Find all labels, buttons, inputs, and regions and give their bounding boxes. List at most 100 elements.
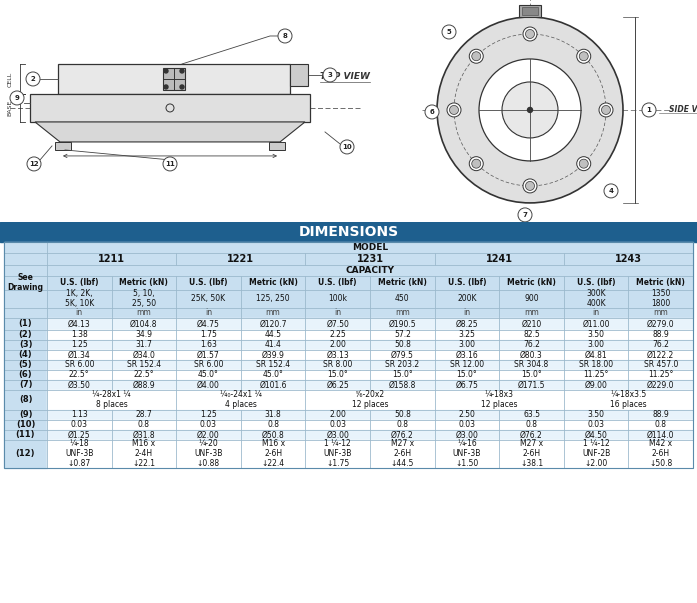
Bar (240, 430, 305, 440)
Bar (47, 360, 112, 370)
Bar (176, 290, 240, 308)
Bar (305, 420, 370, 430)
Circle shape (163, 157, 177, 171)
Circle shape (164, 85, 168, 89)
Bar (4, 350, 47, 360)
Bar (305, 430, 370, 440)
Bar (176, 318, 240, 330)
Bar (176, 276, 240, 290)
Text: U.S. (lbf): U.S. (lbf) (60, 279, 98, 288)
Bar (176, 350, 240, 360)
Bar (435, 276, 499, 290)
Text: Ø4.75: Ø4.75 (197, 320, 220, 329)
Bar (176, 340, 240, 350)
Bar (47, 430, 112, 440)
Text: 1.63: 1.63 (200, 341, 217, 349)
Circle shape (340, 140, 354, 154)
Bar (435, 390, 564, 410)
Text: 1.25: 1.25 (200, 411, 217, 420)
Bar (435, 420, 499, 430)
Text: TOP VIEW: TOP VIEW (320, 72, 370, 81)
Bar (4, 330, 47, 340)
Bar (4, 308, 47, 318)
Bar (370, 330, 435, 340)
Text: (8): (8) (19, 396, 32, 405)
Bar (240, 340, 305, 350)
Text: 1221: 1221 (227, 254, 254, 264)
Text: M16 x
2-6H
↓22.4: M16 x 2-6H ↓22.4 (261, 440, 284, 469)
Text: (9): (9) (19, 411, 32, 420)
Text: 15.0°: 15.0° (457, 370, 477, 379)
Text: Ø1.57: Ø1.57 (197, 350, 220, 359)
Bar (564, 440, 629, 468)
Text: Ø39.9: Ø39.9 (261, 350, 284, 359)
Bar (112, 276, 176, 290)
Text: 28.7: 28.7 (135, 411, 152, 420)
Bar (499, 410, 564, 420)
Bar (499, 276, 564, 290)
Bar (240, 440, 305, 468)
Bar (4, 290, 47, 308)
Circle shape (437, 17, 623, 203)
Bar (370, 308, 435, 318)
Bar (435, 308, 499, 318)
Bar (112, 330, 176, 340)
Bar (305, 360, 370, 370)
Bar (290, 64, 308, 86)
Bar (305, 440, 370, 468)
Bar (47, 440, 112, 468)
Bar (564, 308, 629, 318)
Text: 63.5: 63.5 (523, 411, 540, 420)
Bar (47, 330, 112, 340)
Bar (4, 350, 47, 360)
Bar (370, 430, 435, 440)
Bar (370, 318, 435, 330)
Bar (629, 340, 693, 350)
Bar (47, 380, 112, 390)
Text: See
Drawing: See Drawing (8, 273, 43, 292)
Bar (629, 330, 693, 340)
Bar (305, 253, 435, 265)
Circle shape (579, 52, 588, 61)
Bar (176, 380, 240, 390)
Bar (370, 380, 435, 390)
Bar (47, 290, 112, 308)
Text: M27 x
2-6H
↓38.1: M27 x 2-6H ↓38.1 (520, 440, 543, 469)
Bar (4, 430, 47, 440)
Bar (305, 276, 370, 290)
Text: 76.2: 76.2 (652, 341, 669, 349)
Bar (47, 390, 176, 410)
Bar (305, 308, 370, 318)
Bar (305, 420, 370, 430)
Text: 31.8: 31.8 (265, 411, 282, 420)
Text: (6): (6) (19, 370, 32, 379)
Bar (370, 290, 435, 308)
Text: Ø122.2: Ø122.2 (647, 350, 674, 359)
Bar (499, 350, 564, 360)
Bar (435, 350, 499, 360)
Bar (47, 318, 112, 330)
Bar (112, 410, 176, 420)
Circle shape (180, 85, 184, 89)
Bar (176, 350, 240, 360)
Bar (47, 308, 112, 318)
Bar (240, 380, 305, 390)
Bar (47, 410, 112, 420)
Bar (370, 340, 435, 350)
Bar (499, 360, 564, 370)
Bar (240, 360, 305, 370)
Bar (176, 440, 240, 468)
Bar (305, 330, 370, 340)
Text: SR 457.0: SR 457.0 (643, 361, 678, 370)
Bar (435, 253, 564, 265)
Text: Ø2.00: Ø2.00 (197, 431, 220, 440)
Bar (176, 390, 305, 410)
Text: 5: 5 (447, 29, 452, 35)
Bar (305, 370, 370, 380)
Bar (176, 380, 240, 390)
Bar (112, 360, 176, 370)
Bar (629, 318, 693, 330)
Bar (240, 370, 305, 380)
Text: SR 8.00: SR 8.00 (323, 361, 353, 370)
Text: Ø80.3: Ø80.3 (520, 350, 543, 359)
